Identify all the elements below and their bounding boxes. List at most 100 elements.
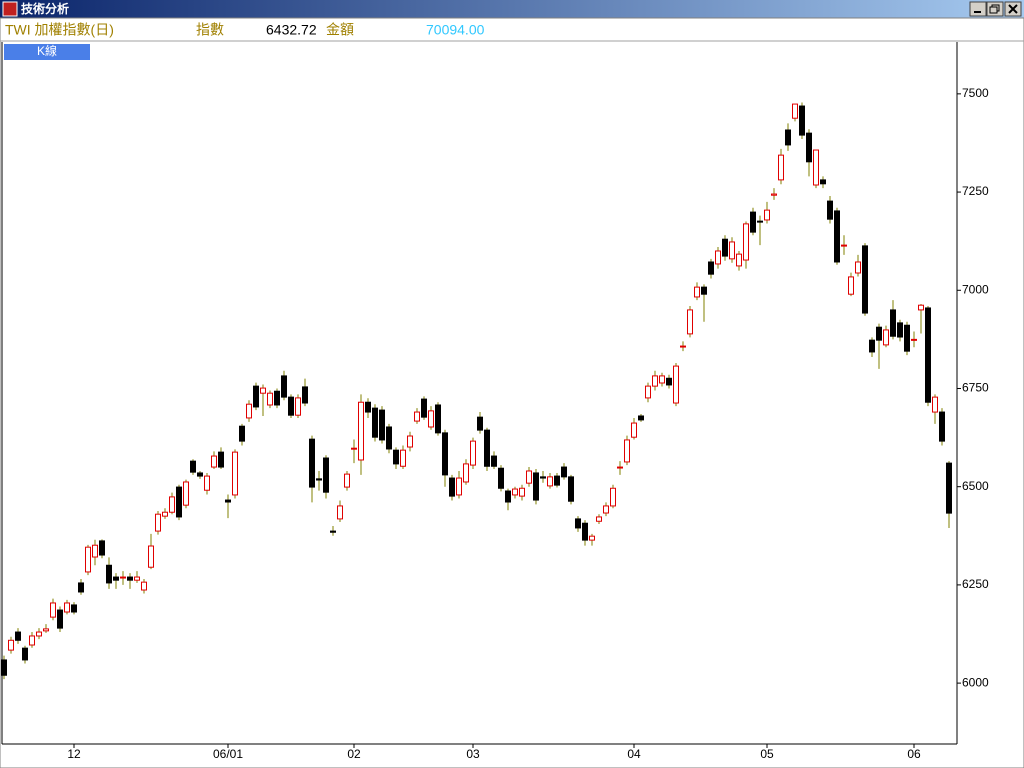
x-tick-label: 05 — [760, 747, 774, 761]
candle-body — [36, 631, 42, 637]
candle-body — [764, 209, 770, 221]
candle-body — [743, 223, 749, 261]
index-label: 指數 — [196, 22, 224, 38]
y-tick-label: 6000 — [962, 675, 989, 689]
candle-body — [218, 451, 224, 468]
candle-body — [477, 416, 483, 431]
candle-body — [659, 375, 665, 384]
candle-body — [260, 387, 266, 394]
candle-body — [246, 403, 252, 419]
candle-body — [274, 390, 280, 406]
candle-body — [288, 396, 294, 416]
candle-body — [911, 338, 917, 341]
candle-body — [722, 238, 728, 257]
x-tick-label: 02 — [347, 747, 361, 761]
candle-body — [351, 447, 357, 450]
candle-body — [680, 345, 686, 348]
candle-body — [449, 477, 455, 497]
candle-body — [813, 149, 819, 186]
candle-body — [778, 154, 784, 181]
candle-body — [323, 457, 329, 493]
tab[interactable] — [4, 44, 90, 60]
candle-body — [806, 132, 812, 163]
candle-body — [470, 440, 476, 466]
candle-body — [302, 386, 308, 404]
candle-body — [750, 211, 756, 233]
candle-body — [309, 438, 315, 488]
y-tick-label: 6750 — [962, 381, 989, 395]
candle-body — [890, 309, 896, 337]
candle-body — [211, 455, 217, 468]
candle-body — [862, 245, 868, 314]
close-glyph — [1008, 4, 1018, 14]
candle-body — [652, 375, 658, 387]
candle-body — [8, 639, 14, 651]
candle-body — [491, 455, 497, 467]
candle-body — [267, 392, 273, 406]
minimize-button[interactable] — [969, 1, 987, 17]
candle-body — [869, 339, 875, 353]
candle-body — [1, 659, 7, 676]
candle-body — [484, 429, 490, 467]
y-tick-label: 7500 — [962, 86, 989, 100]
candle-body — [526, 470, 532, 484]
candle-body — [666, 377, 672, 386]
candle-body — [568, 476, 574, 502]
candle-body — [127, 576, 133, 581]
candle-body — [519, 487, 525, 497]
candle-body — [834, 210, 840, 263]
candle-body — [561, 466, 567, 478]
candle-body — [540, 476, 546, 479]
candle-body — [106, 564, 112, 584]
candle-body — [596, 516, 602, 522]
candle-body — [414, 411, 420, 422]
candle-body — [771, 193, 777, 196]
candle-body — [582, 522, 588, 541]
candle-body — [729, 241, 735, 260]
candle-body — [512, 488, 518, 496]
x-tick-label: 06/01 — [213, 747, 243, 761]
candle-body — [253, 385, 259, 408]
candle-body — [155, 513, 161, 532]
candle-body — [113, 576, 119, 581]
restore-glyph — [989, 6, 998, 14]
candle-body — [64, 602, 70, 613]
candle-body — [925, 307, 931, 403]
amount-value: 70094.00 — [426, 22, 485, 38]
candle-body — [827, 200, 833, 220]
candle-body — [379, 409, 385, 441]
candle-body — [71, 604, 77, 613]
window-title: 技術分析 — [21, 1, 69, 16]
candle-body — [183, 481, 189, 506]
y-tick-label: 7250 — [962, 184, 989, 198]
candle-body — [617, 466, 623, 469]
candle-body — [232, 451, 238, 496]
candle-body — [603, 505, 609, 514]
candle-body — [715, 250, 721, 265]
candle-body — [946, 462, 952, 514]
x-tick-label: 03 — [466, 747, 480, 761]
candle-body — [393, 449, 399, 465]
candle-body — [918, 304, 924, 311]
symbol-name: TWI 加權指數(日) — [5, 22, 114, 38]
candle-body — [428, 410, 434, 428]
candle-body — [169, 496, 175, 513]
candle-body — [610, 487, 616, 507]
candle-body — [638, 415, 644, 421]
client-area — [0, 17, 1024, 768]
candle-body — [29, 635, 35, 646]
title-bar — [0, 0, 1024, 18]
candle-body — [792, 103, 798, 119]
candle-body — [701, 286, 707, 295]
candle-body — [190, 460, 196, 473]
candle-body — [337, 505, 343, 520]
candle-body — [120, 576, 126, 579]
candle-body — [785, 129, 791, 146]
candle-body — [99, 540, 105, 556]
x-tick-label: 04 — [627, 747, 641, 761]
candle-body — [673, 365, 679, 404]
candle-body — [554, 475, 560, 486]
candle-body — [148, 545, 154, 568]
candle-body — [92, 544, 98, 558]
